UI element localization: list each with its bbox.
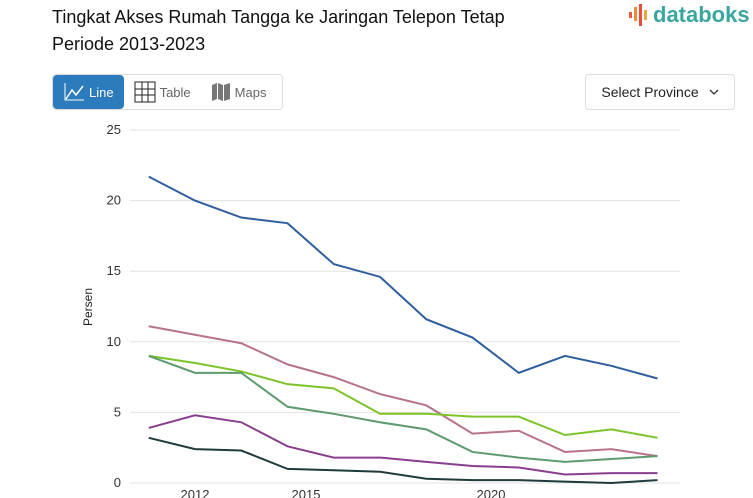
series-line-2 <box>148 325 658 458</box>
tab-table[interactable]: Table <box>124 75 201 109</box>
x-tick-label: 2012 <box>181 487 210 498</box>
line-chart-icon <box>64 83 84 101</box>
y-tick-label: 25 <box>107 122 121 137</box>
y-tick-label: 20 <box>107 193 121 208</box>
x-tick-label: 2020 <box>477 487 506 498</box>
map-icon <box>211 83 230 101</box>
chevron-down-icon <box>709 89 719 95</box>
y-tick-label: 15 <box>107 263 121 278</box>
tab-table-label: Table <box>159 84 191 100</box>
databoks-logo[interactable]: databoks <box>628 2 750 28</box>
y-tick-label: 10 <box>107 334 121 349</box>
series-line-3 <box>148 354 658 439</box>
chart-title: Tingkat Akses Rumah Tangga ke Jaringan T… <box>52 4 505 58</box>
tab-line-label: Line <box>89 84 114 100</box>
province-select-label: Select Province <box>601 84 699 100</box>
tab-line[interactable]: Line <box>53 75 124 109</box>
series-line-4 <box>148 354 658 463</box>
y-tick-label: 5 <box>114 404 121 419</box>
line-chart: 0 5 10 15 20 25 2012 2015 2020 Persen <box>81 122 680 498</box>
province-select[interactable]: Select Province <box>585 74 735 110</box>
title-line-2: Periode 2013-2023 <box>52 34 206 54</box>
table-icon <box>134 81 156 103</box>
title-line-1: Tingkat Akses Rumah Tangga ke Jaringan T… <box>52 7 505 27</box>
series-line-5 <box>148 414 658 476</box>
logo-text: databoks <box>653 2 750 27</box>
series-line-1 <box>148 175 658 380</box>
y-tick-label: 0 <box>114 475 121 490</box>
logo-bars-icon <box>629 4 647 26</box>
x-tick-label: 2015 <box>292 487 321 498</box>
tab-maps-label: Maps <box>234 84 267 100</box>
y-axis-label: Persen <box>81 288 95 326</box>
view-tabs: Line Table Maps <box>52 74 284 110</box>
tab-maps[interactable]: Maps <box>201 75 277 109</box>
series-line-6 <box>148 436 658 485</box>
